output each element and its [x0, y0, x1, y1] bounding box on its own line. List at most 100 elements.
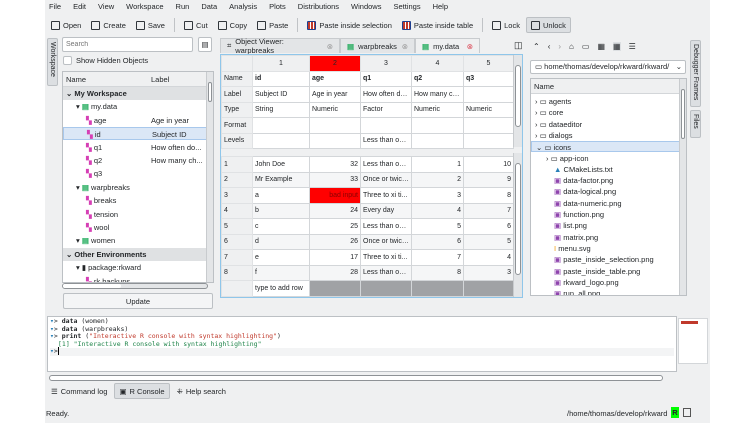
- close-tab-icon[interactable]: ⊗: [326, 41, 333, 51]
- data-cell[interactable]: Every day: [360, 202, 412, 219]
- meta-cell[interactable]: q3: [463, 70, 514, 87]
- close-tab-icon[interactable]: ⊗: [466, 41, 473, 51]
- lock-button[interactable]: Lock: [488, 17, 524, 33]
- column-number[interactable]: 3: [360, 55, 412, 72]
- meta-cell[interactable]: [360, 117, 412, 134]
- workspace-object[interactable]: ▾ ▤ my.data: [76, 102, 118, 112]
- data-cell[interactable]: Once or twice...: [360, 233, 412, 250]
- file-item[interactable]: ⌄ ▭ icons: [531, 141, 686, 153]
- save-button[interactable]: Save: [132, 17, 169, 33]
- folder-sync-icon[interactable]: ▭: [581, 42, 590, 51]
- data-cell[interactable]: 5: [411, 218, 464, 235]
- row-header[interactable]: 3: [221, 187, 253, 204]
- workspace-object[interactable]: ▚ breaks: [86, 196, 117, 206]
- up-icon[interactable]: ⌃: [533, 42, 540, 51]
- meta-cell[interactable]: [463, 132, 514, 149]
- data-cell[interactable]: Less than onc...: [360, 218, 412, 235]
- menu-distributions[interactable]: Distributions: [297, 2, 340, 11]
- data-cell[interactable]: 6: [463, 218, 514, 235]
- data-cell[interactable]: d: [252, 233, 310, 250]
- meta-cell[interactable]: [309, 132, 361, 149]
- meta-cell[interactable]: q2: [411, 70, 464, 87]
- file-item[interactable]: › ▭ core: [535, 108, 564, 118]
- data-scrollbar[interactable]: [513, 153, 522, 297]
- console-minimap[interactable]: [678, 318, 708, 364]
- meta-cell[interactable]: Age in year: [309, 86, 361, 103]
- split-view-icon[interactable]: ◫: [514, 40, 523, 50]
- data-cell[interactable]: 1: [411, 156, 464, 173]
- workspace-object[interactable]: ▾ ▤ women: [76, 236, 116, 246]
- file-item[interactable]: ▣ list.png: [554, 221, 587, 231]
- update-button[interactable]: Update: [63, 293, 213, 309]
- file-item[interactable]: › ▭ dataeditor: [535, 119, 583, 129]
- icon-view-icon[interactable]: ▦: [597, 42, 606, 51]
- workspace-object[interactable]: ▾ ▤ warpbreaks: [76, 182, 130, 192]
- unlock-button[interactable]: Unlock: [525, 17, 571, 33]
- data-cell[interactable]: 26: [309, 233, 361, 250]
- file-item[interactable]: › ▭ app-icon: [546, 153, 589, 163]
- file-item[interactable]: ▲ CMakeLists.txt: [554, 164, 613, 174]
- data-cell[interactable]: e: [252, 249, 310, 266]
- meta-cell[interactable]: [463, 117, 514, 134]
- meta-cell[interactable]: Factor: [360, 101, 412, 118]
- file-item[interactable]: ▣ paste_inside_selection.png: [554, 255, 654, 265]
- data-cell[interactable]: 9: [463, 171, 514, 188]
- data-cell[interactable]: b: [252, 202, 310, 219]
- bottom-tab-r-console[interactable]: ▣ R Console: [114, 383, 170, 399]
- meta-cell[interactable]: [411, 117, 464, 134]
- menu-data[interactable]: Data: [201, 2, 218, 11]
- data-cell[interactable]: 7: [411, 249, 464, 266]
- workspace-object[interactable]: ▾ ▮ package:rkward: [76, 263, 142, 273]
- tab-my-data[interactable]: ▤ my.data ⊗: [415, 38, 480, 53]
- data-cell[interactable]: f: [252, 264, 310, 281]
- data-cell[interactable]: 5: [463, 233, 514, 250]
- file-item[interactable]: ▣ run_all.png: [531, 288, 686, 295]
- data-cell[interactable]: 10: [463, 156, 514, 173]
- data-cell[interactable]: bad input: [309, 187, 361, 204]
- data-cell[interactable]: 8: [411, 264, 464, 281]
- row-header[interactable]: 7: [221, 249, 253, 266]
- data-cell[interactable]: c: [252, 218, 310, 235]
- meta-cell[interactable]: Less than onc...: [360, 132, 412, 149]
- menu-edit[interactable]: Edit: [73, 2, 87, 11]
- file-item[interactable]: I menu.svg: [554, 243, 591, 253]
- tree-view-icon[interactable]: ☰: [628, 42, 636, 51]
- file-item[interactable]: ▣ data-logical.png: [554, 187, 617, 197]
- column-number[interactable]: 4: [411, 55, 464, 72]
- data-cell[interactable]: 6: [411, 233, 464, 250]
- data-cell[interactable]: John Doe: [252, 156, 310, 173]
- data-cell[interactable]: Three to xi ti...: [360, 249, 412, 266]
- paste-inside-selection-button[interactable]: Paste inside selection: [303, 17, 396, 33]
- paste-inside-table-button[interactable]: Paste inside table: [398, 17, 477, 33]
- file-item[interactable]: ▣ data-numeric.png: [554, 198, 622, 208]
- menu-plots[interactable]: Plots: [269, 2, 286, 11]
- workspace-object[interactable]: ▚ q2 How many ch...: [86, 156, 203, 165]
- home-icon[interactable]: ⌂: [569, 42, 574, 51]
- data-cell[interactable]: Once or twice...: [360, 171, 412, 188]
- menu-help[interactable]: Help: [432, 2, 449, 11]
- workspace-object[interactable]: ▚ id Subject ID: [63, 127, 213, 141]
- workspace-object[interactable]: ▚ tension: [86, 209, 119, 219]
- row-header[interactable]: 4: [221, 202, 253, 219]
- workspace-vertical-scrollbar[interactable]: [206, 72, 213, 282]
- workspace-horizontal-scrollbar[interactable]: [62, 283, 208, 289]
- data-cell[interactable]: 33: [309, 171, 361, 188]
- column-number[interactable]: 1: [252, 55, 310, 72]
- r-console[interactable]: ▾> data (women) ▾> data (warpbreaks) ▾> pr…: [47, 316, 677, 372]
- tab-warpbreaks[interactable]: ▤ warpbreaks ⊗: [340, 38, 415, 53]
- file-item[interactable]: ▣ matrix.png: [554, 232, 599, 242]
- column-number[interactable]: 2: [309, 55, 361, 72]
- row-header[interactable]: 2: [221, 171, 253, 188]
- back-icon[interactable]: ‹: [547, 42, 551, 51]
- copy-button[interactable]: Copy: [214, 17, 252, 33]
- meta-cell[interactable]: id: [252, 70, 310, 87]
- row-header[interactable]: 6: [221, 233, 253, 250]
- interrupt-icon[interactable]: [683, 408, 691, 417]
- row-header[interactable]: 8: [221, 264, 253, 281]
- meta-cell[interactable]: age: [309, 70, 361, 87]
- file-item[interactable]: ▣ paste_inside_table.png: [554, 266, 641, 276]
- forward-icon[interactable]: ›: [558, 42, 562, 51]
- detail-view-icon[interactable]: ▦: [613, 42, 621, 51]
- filter-options-button[interactable]: ▤: [198, 37, 212, 52]
- menu-settings[interactable]: Settings: [393, 2, 421, 11]
